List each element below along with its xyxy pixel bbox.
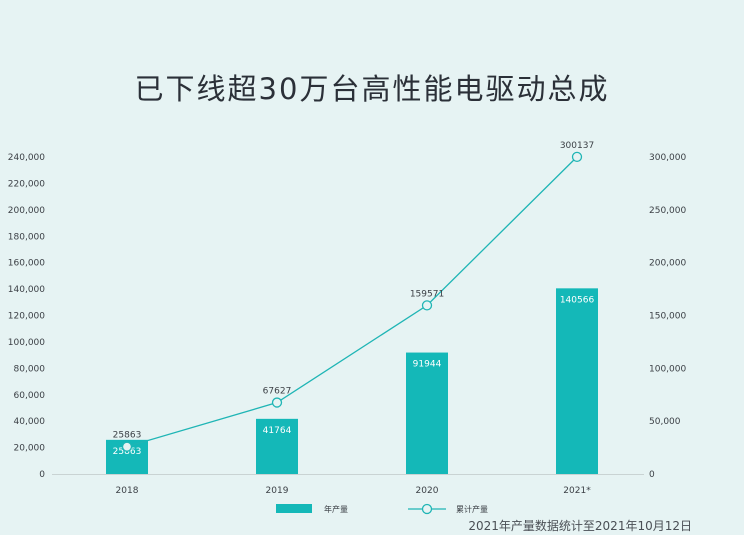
category-label: 2021*: [563, 486, 591, 496]
right-axis-tick-label: 100,000: [649, 364, 686, 374]
left-axis-tick-label: 120,000: [8, 312, 45, 322]
bar: [406, 352, 448, 474]
line-series: 25863 67627 159571 300137: [113, 141, 594, 452]
legend-bar-swatch: [276, 504, 312, 513]
left-axis-ticks: 0 20,000 40,000 60,000 80,000 100,000 120,000 1…: [8, 153, 45, 480]
left-axis-tick-label: 180,000: [8, 232, 45, 242]
right-axis-tick-label: 200,000: [649, 259, 686, 269]
legend-line-label: 累计产量: [456, 504, 488, 514]
bar-series: [106, 288, 598, 474]
left-axis-tick-label: 160,000: [8, 259, 45, 269]
legend-line-marker: [421, 503, 433, 515]
bar: [556, 288, 598, 474]
line-point-marker: [271, 397, 283, 408]
right-axis-tick-label: 50,000: [649, 417, 681, 427]
right-axis-tick-label: 150,000: [649, 312, 686, 322]
footnote: 2021年产量数据统计至2021年10月12日: [468, 519, 692, 533]
left-axis-tick-label: 20,000: [14, 444, 46, 454]
chart-legend: 年产量 累计产量: [276, 503, 488, 515]
bar-value-label: 41764: [263, 426, 292, 436]
left-axis-tick-label: 60,000: [14, 391, 46, 401]
category-label: 2020: [416, 486, 439, 496]
x-axis-category-labels: 2018 2019 2020 2021*: [116, 486, 592, 496]
left-axis-tick-label: 140,000: [8, 285, 45, 295]
left-axis-tick-label: 240,000: [8, 153, 45, 163]
line-point-marker: [121, 441, 133, 452]
left-axis-tick-label: 0: [39, 470, 45, 480]
legend-bar-label: 年产量: [324, 504, 348, 514]
bar: [256, 418, 298, 474]
bar-value-label: 91944: [413, 360, 442, 370]
left-axis-tick-label: 80,000: [14, 364, 46, 374]
bar-value-labels: 25863 41764 91944 140566: [113, 295, 595, 457]
left-axis-tick-label: 40,000: [14, 417, 46, 427]
bar-value-label: 25863: [113, 447, 142, 457]
line-point-marker: [571, 151, 583, 163]
right-axis-tick-label: 300,000: [649, 153, 686, 163]
left-axis-tick-label: 200,000: [8, 206, 45, 216]
line-point-label: 25863: [113, 431, 142, 441]
right-axis-tick-label: 250,000: [649, 206, 686, 216]
cumulative-line: [126, 156, 578, 448]
left-axis-tick-label: 220,000: [8, 179, 45, 189]
line-point-label: 300137: [560, 141, 594, 151]
bar-value-label: 140566: [560, 295, 595, 305]
right-axis-tick-label: 0: [649, 470, 655, 480]
category-label: 2019: [266, 486, 289, 496]
line-point-label: 67627: [263, 387, 292, 397]
line-point-marker: [421, 300, 433, 311]
chart-title: 已下线超30万台高性能电驱动总成: [134, 72, 610, 106]
category-label: 2018: [116, 486, 139, 496]
left-axis-tick-label: 100,000: [8, 338, 45, 348]
line-point-label: 159571: [410, 289, 444, 299]
right-axis-ticks: 0 50,000 100,000 150,000 200,000 250,000 300,0…: [649, 153, 686, 480]
